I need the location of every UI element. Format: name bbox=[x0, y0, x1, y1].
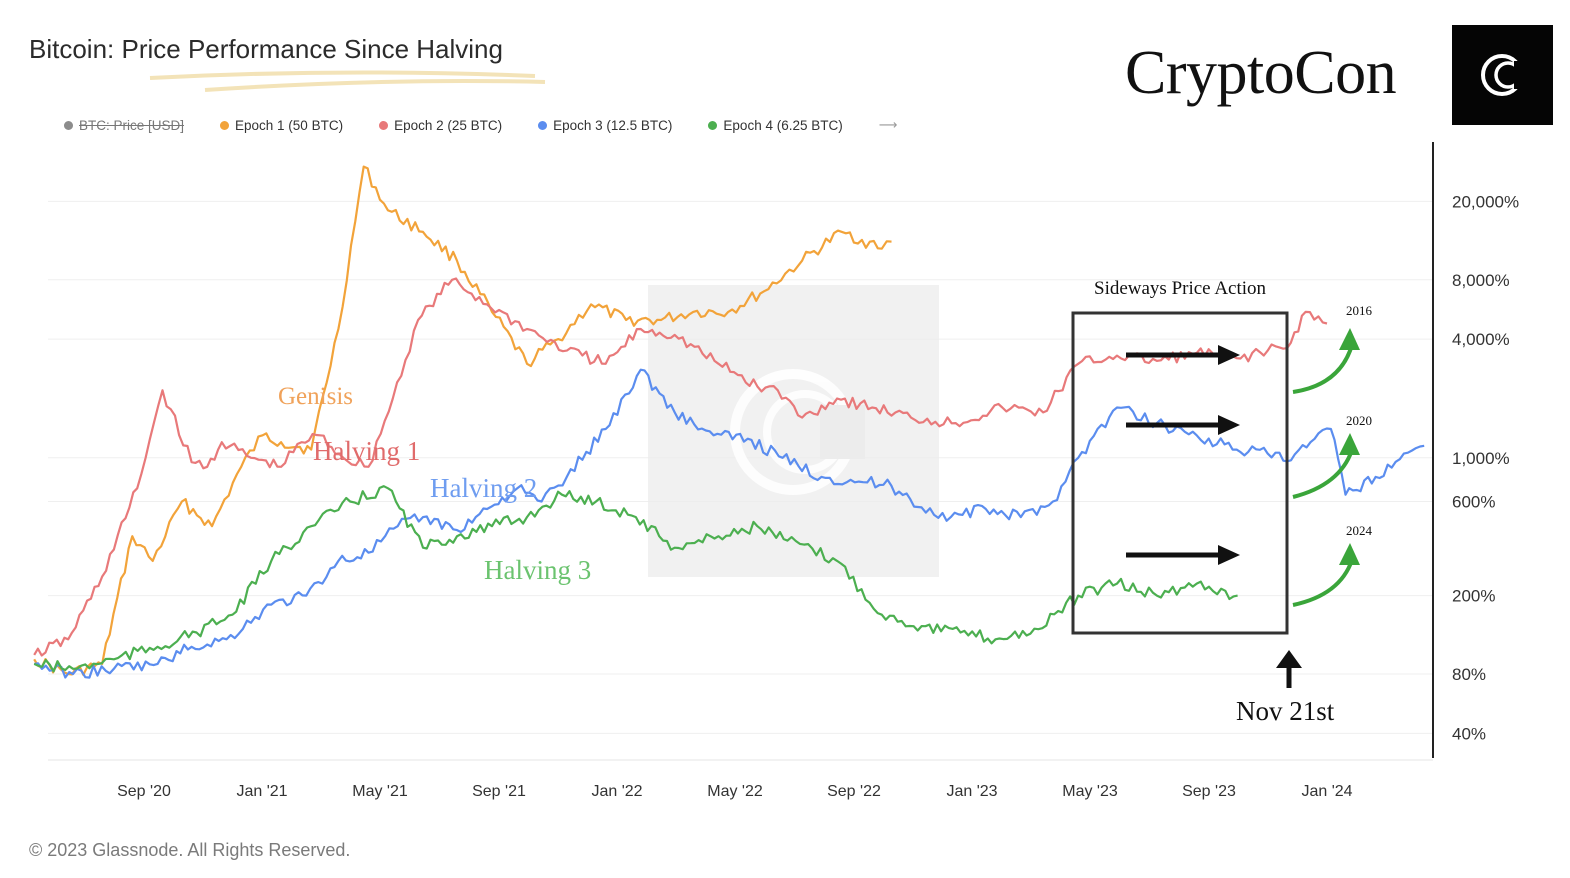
series-layer bbox=[33, 165, 1425, 679]
watermark-logo bbox=[730, 369, 865, 495]
y-tick-label: 1,000% bbox=[1452, 449, 1510, 468]
legend-label: Epoch 4 (6.25 BTC) bbox=[723, 117, 843, 133]
x-tick-label: Jan '22 bbox=[591, 783, 642, 800]
series-line-2 bbox=[33, 277, 1328, 657]
copyright: © 2023 Glassnode. All Rights Reserved. bbox=[29, 840, 351, 860]
legend-label: BTC: Price [USD] bbox=[79, 117, 185, 133]
genesis-label: Genisis bbox=[278, 383, 353, 410]
brand-name: CryptoCon bbox=[1125, 39, 1397, 107]
legend-dot bbox=[64, 120, 73, 130]
y-tick-label: 200% bbox=[1452, 587, 1495, 606]
halving2-label: Halving 2 bbox=[430, 473, 537, 503]
legend-label: Epoch 3 (12.5 BTC) bbox=[553, 117, 673, 133]
legend-item-0[interactable]: BTC: Price [USD] bbox=[64, 117, 184, 133]
legend-item-1[interactable]: Epoch 1 (50 BTC) bbox=[220, 117, 343, 133]
legend-dot bbox=[379, 120, 389, 130]
x-tick-label: May '21 bbox=[352, 783, 408, 800]
halving1-label: Halving 1 bbox=[313, 436, 420, 466]
label-2020: 2020 bbox=[1346, 413, 1372, 428]
legend-label: Epoch 1 (50 BTC) bbox=[235, 117, 344, 133]
y-tick-label: 600% bbox=[1452, 493, 1495, 512]
legend: BTC: Price [USD] Epoch 1 (50 BTC) Epoch 2 … bbox=[64, 117, 897, 133]
x-tick-label: Sep '20 bbox=[117, 783, 171, 800]
title-underline bbox=[149, 70, 546, 92]
y-tick-label: 80% bbox=[1452, 665, 1486, 684]
chart-title: Bitcoin: Price Performance Since Halving bbox=[29, 34, 503, 64]
legend-item-2[interactable]: Epoch 2 (25 BTC) bbox=[379, 117, 502, 133]
nov21-label: Nov 21st bbox=[1236, 696, 1335, 726]
y-tick-label: 8,000% bbox=[1452, 271, 1510, 290]
legend-dot bbox=[538, 120, 548, 130]
annotations: Genisis Halving 1 Halving 2 Halving 3 Si… bbox=[278, 278, 1373, 726]
legend-item-3[interactable]: Epoch 3 (12.5 BTC) bbox=[538, 117, 672, 133]
legend-more-icon[interactable]: ⟶ bbox=[878, 117, 898, 132]
x-tick-label: Sep '22 bbox=[827, 783, 881, 800]
series-line-4 bbox=[33, 485, 1238, 673]
x-tick-label: Sep '23 bbox=[1182, 783, 1236, 800]
series-line-3 bbox=[34, 368, 1425, 679]
legend-dot bbox=[708, 120, 718, 130]
brand-logo bbox=[1452, 25, 1553, 125]
logo-c-icon bbox=[1481, 54, 1530, 96]
legend-label: Epoch 2 (25 BTC) bbox=[394, 117, 503, 133]
legend-item-4[interactable]: Epoch 4 (6.25 BTC) bbox=[708, 117, 843, 133]
halving3-label: Halving 3 bbox=[484, 555, 591, 585]
x-tick-label: May '22 bbox=[707, 783, 763, 800]
sideways-label: Sideways Price Action bbox=[1094, 278, 1267, 299]
label-2024: 2024 bbox=[1346, 523, 1373, 538]
sideways-arrows bbox=[1126, 345, 1240, 565]
x-tick-label: May '23 bbox=[1062, 783, 1118, 800]
legend-dot bbox=[220, 120, 230, 130]
watermark-box bbox=[648, 285, 939, 577]
y-tick-label: 40% bbox=[1452, 724, 1486, 743]
sideways-box bbox=[1071, 311, 1289, 635]
x-tick-label: Jan '21 bbox=[236, 783, 287, 800]
y-tick-labels: 20,000% 8,000% 4,000% 1,000% 600% 200% 80% 40% bbox=[1452, 192, 1519, 743]
y-tick-label: 4,000% bbox=[1452, 330, 1510, 349]
label-2016: 2016 bbox=[1346, 303, 1373, 318]
x-tick-labels: Sep '20 Jan '21 May '21 Sep '21 Jan '22 May '… bbox=[117, 783, 1353, 800]
y-tick-label: 20,000% bbox=[1452, 192, 1519, 211]
x-tick-label: Jan '23 bbox=[946, 783, 997, 800]
green-curve-arrows bbox=[1292, 344, 1354, 607]
series-line-1 bbox=[33, 165, 892, 676]
nov21-arrow bbox=[1276, 650, 1302, 688]
x-tick-label: Jan '24 bbox=[1301, 783, 1352, 800]
x-tick-label: Sep '21 bbox=[472, 783, 526, 800]
